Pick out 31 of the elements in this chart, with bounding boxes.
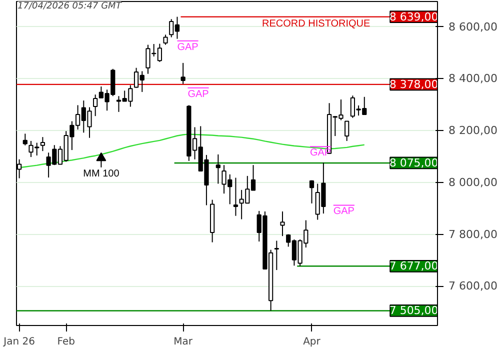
candlestick bbox=[22, 133, 28, 146]
x-tick-label: Feb bbox=[57, 336, 75, 348]
x-tick-label: Jan 26 bbox=[2, 336, 35, 348]
candlestick bbox=[233, 177, 238, 216]
series-label: MM 100 bbox=[83, 168, 120, 180]
annotation: GAP bbox=[177, 42, 199, 53]
annotation: GAP bbox=[188, 88, 210, 100]
ref-line-label: 7 505,00 bbox=[389, 304, 438, 318]
candlestick bbox=[40, 136, 46, 152]
y-tick-label: 8 200,00 bbox=[448, 124, 498, 138]
candlestick bbox=[274, 240, 279, 271]
y-tick-label: 8 400,00 bbox=[448, 72, 498, 86]
ref-line-label: 7 677,00 bbox=[389, 260, 438, 273]
x-tick-label: Apr bbox=[303, 336, 322, 348]
y-tick-label: 7 800,00 bbox=[448, 228, 498, 241]
line-series bbox=[18, 134, 365, 168]
candlestick bbox=[280, 210, 285, 237]
y-tick-label: 8 000,00 bbox=[448, 176, 498, 189]
candlestick bbox=[309, 180, 314, 204]
annotation: GAP bbox=[310, 148, 332, 159]
candlestick bbox=[344, 120, 350, 142]
candlestick bbox=[180, 62, 186, 84]
chart-title: 17/04/2026 05:47 GMT bbox=[18, 2, 123, 12]
ref-line-label: 8 075,00 bbox=[389, 156, 438, 170]
annotation: RECORD HISTORIQUE bbox=[262, 18, 371, 30]
x-tick-label: Mar bbox=[174, 336, 194, 348]
annotation: GAP bbox=[333, 206, 355, 218]
candlestick bbox=[216, 154, 220, 184]
y-tick-label: 8 600,00 bbox=[448, 20, 498, 34]
candlestick bbox=[163, 34, 168, 46]
y-tick-label: 7 600,00 bbox=[448, 280, 498, 293]
